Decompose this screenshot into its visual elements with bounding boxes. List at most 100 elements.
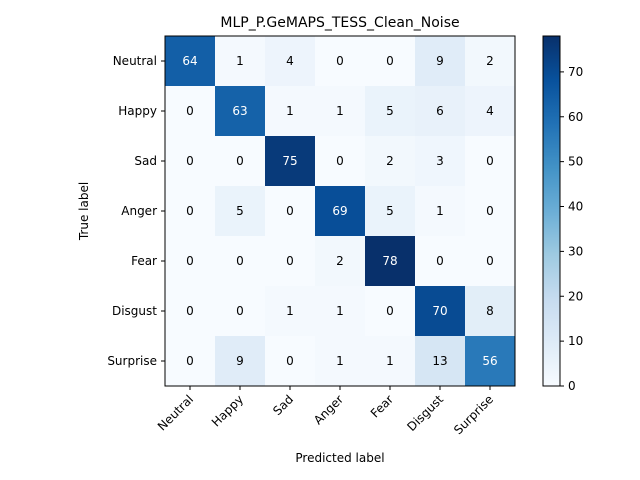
matrix-cell bbox=[415, 186, 465, 236]
matrix-cell bbox=[365, 236, 415, 286]
row-tick-label: Anger bbox=[121, 204, 157, 218]
matrix-cell bbox=[415, 86, 465, 136]
cell-value: 0 bbox=[386, 304, 394, 318]
cell-value: 0 bbox=[486, 204, 494, 218]
matrix-cell bbox=[265, 86, 315, 136]
cell-value: 0 bbox=[186, 204, 194, 218]
matrix-cell bbox=[315, 136, 365, 186]
cell-value: 0 bbox=[236, 154, 244, 168]
matrix-cell bbox=[415, 336, 465, 386]
colorbar-tick-label: 70 bbox=[568, 65, 583, 79]
cell-value: 4 bbox=[486, 104, 494, 118]
cell-value: 1 bbox=[436, 204, 444, 218]
cell-value: 0 bbox=[336, 54, 344, 68]
column-tick-labels: Neutral Happy Sad Anger Fear Disgust Surprise bbox=[155, 386, 496, 437]
matrix-cell bbox=[265, 336, 315, 386]
cell-value: 64 bbox=[182, 54, 197, 68]
cell-value: 0 bbox=[336, 154, 344, 168]
matrix-cell bbox=[215, 136, 265, 186]
cell-value: 0 bbox=[236, 304, 244, 318]
chart-title: MLP_P.GeMAPS_TESS_Clean_Noise bbox=[220, 15, 459, 31]
cell-value: 69 bbox=[332, 204, 347, 218]
cell-value: 9 bbox=[436, 54, 444, 68]
cell-value: 75 bbox=[282, 154, 297, 168]
column-tick-label: Anger bbox=[311, 392, 346, 427]
matrix-cell bbox=[365, 36, 415, 86]
cell-value: 63 bbox=[232, 104, 247, 118]
matrix-cell bbox=[265, 286, 315, 336]
matrix-cells bbox=[165, 36, 515, 386]
matrix-cell bbox=[465, 86, 515, 136]
cell-value: 0 bbox=[186, 104, 194, 118]
column-tick-label: Neutral bbox=[155, 392, 196, 433]
cell-value: 0 bbox=[186, 304, 194, 318]
column-tick-label: Disgust bbox=[404, 392, 446, 434]
cell-value: 0 bbox=[186, 254, 194, 268]
colorbar-tick-label: 10 bbox=[568, 334, 583, 348]
cell-value: 1 bbox=[386, 354, 394, 368]
matrix-cell bbox=[265, 136, 315, 186]
matrix-cell bbox=[465, 36, 515, 86]
matrix-cell bbox=[315, 286, 365, 336]
matrix-cell bbox=[315, 336, 365, 386]
row-tick-label: Fear bbox=[131, 254, 157, 268]
x-axis-label: Predicted label bbox=[295, 451, 384, 465]
row-tick-label: Disgust bbox=[112, 304, 157, 318]
cell-value: 5 bbox=[386, 104, 394, 118]
matrix-cell bbox=[265, 236, 315, 286]
colorbar-ticks: 0 10 20 30 40 50 60 70 bbox=[560, 65, 583, 393]
matrix-cell bbox=[165, 86, 215, 136]
cell-value: 6 bbox=[436, 104, 444, 118]
cell-value: 1 bbox=[286, 304, 294, 318]
row-tick-label: Surprise bbox=[107, 354, 157, 368]
matrix-cell bbox=[165, 136, 215, 186]
cell-value: 0 bbox=[486, 154, 494, 168]
cell-value: 1 bbox=[236, 54, 244, 68]
column-tick-label: Surprise bbox=[451, 392, 496, 437]
cell-value: 0 bbox=[486, 254, 494, 268]
cell-value: 0 bbox=[286, 254, 294, 268]
colorbar bbox=[542, 35, 561, 387]
matrix-cell bbox=[165, 236, 215, 286]
matrix-cell bbox=[265, 186, 315, 236]
cell-value: 4 bbox=[286, 54, 294, 68]
colorbar-tick-label: 20 bbox=[568, 289, 583, 303]
matrix-cell bbox=[465, 336, 515, 386]
cell-value: 0 bbox=[286, 204, 294, 218]
cell-value: 8 bbox=[486, 304, 494, 318]
matrix-cell bbox=[165, 36, 215, 86]
y-axis-label: True label bbox=[77, 182, 91, 241]
cell-value: 2 bbox=[386, 154, 394, 168]
matrix-cell bbox=[465, 286, 515, 336]
cell-value: 70 bbox=[432, 304, 447, 318]
cell-value: 56 bbox=[482, 354, 497, 368]
matrix-cell bbox=[465, 136, 515, 186]
cell-value: 0 bbox=[186, 154, 194, 168]
matrix-cell bbox=[315, 86, 365, 136]
matrix-cell bbox=[415, 36, 465, 86]
colorbar-tick-label: 50 bbox=[568, 155, 583, 169]
cell-value: 1 bbox=[336, 354, 344, 368]
cell-value: 0 bbox=[236, 254, 244, 268]
matrix-cell bbox=[265, 36, 315, 86]
matrix-cell bbox=[365, 336, 415, 386]
row-tick-label: Sad bbox=[134, 154, 157, 168]
matrix-cell bbox=[315, 36, 365, 86]
matrix-frame bbox=[164, 35, 516, 387]
row-tick-labels: Neutral Happy Sad Anger Fear Disgust Surprise bbox=[107, 54, 165, 368]
cell-value: 1 bbox=[336, 104, 344, 118]
colorbar-tick-label: 40 bbox=[568, 200, 583, 214]
matrix-cell bbox=[415, 286, 465, 336]
matrix-cell bbox=[165, 336, 215, 386]
cell-value: 2 bbox=[336, 254, 344, 268]
matrix-cell bbox=[415, 236, 465, 286]
row-tick-label: Neutral bbox=[113, 54, 157, 68]
column-tick-label: Sad bbox=[270, 392, 296, 418]
cell-value: 3 bbox=[436, 154, 444, 168]
matrix-cell bbox=[215, 186, 265, 236]
cell-value: 0 bbox=[436, 254, 444, 268]
cell-value: 2 bbox=[486, 54, 494, 68]
colorbar-tick-label: 30 bbox=[568, 244, 583, 258]
matrix-cell bbox=[215, 36, 265, 86]
